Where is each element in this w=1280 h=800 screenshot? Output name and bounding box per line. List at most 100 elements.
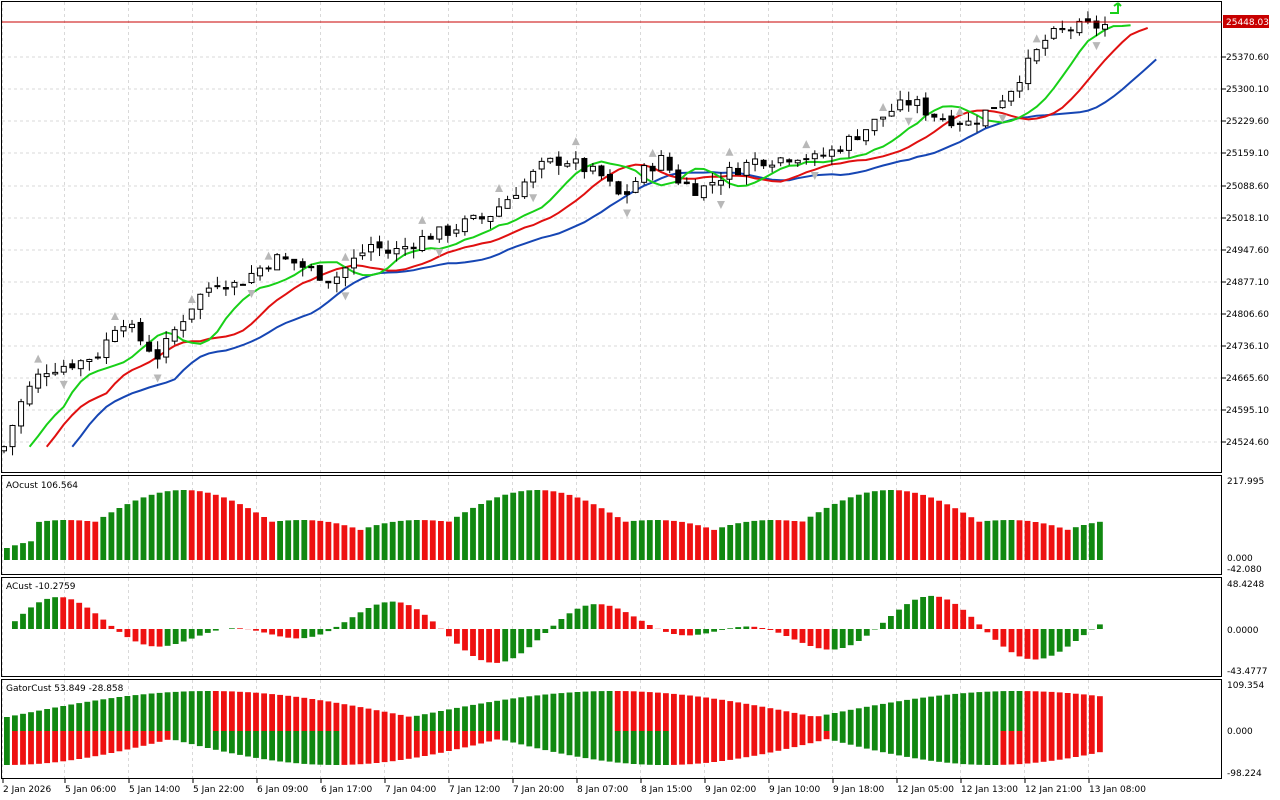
gator-upper-bar [695, 696, 701, 731]
gator-upper-bar [100, 699, 107, 731]
candle-body [26, 385, 33, 405]
ao-bar [341, 525, 348, 560]
candle-body [735, 167, 741, 176]
ac-bar [1016, 629, 1023, 657]
candle-body [282, 256, 289, 260]
ac-bar [405, 605, 412, 629]
gator-lower-bar [325, 731, 332, 765]
candle-body [52, 371, 59, 375]
gator-lower-bar [132, 731, 139, 748]
gator-lower-bar [622, 731, 629, 764]
ao-bar [277, 521, 283, 560]
candle-body [589, 165, 596, 172]
gator-lower-bar [116, 731, 123, 752]
ao-bar [735, 523, 742, 560]
ao-bar [960, 512, 967, 560]
time-tick-label: 9 Jan 10:00 [769, 785, 821, 795]
ao-bar [863, 492, 870, 560]
gator-lower-bar [1024, 731, 1031, 764]
fractal-up-icon [418, 215, 427, 224]
gator-lower-bar [839, 731, 846, 743]
ao-bar [920, 494, 926, 560]
ac-bar [52, 597, 58, 629]
ao-bar [317, 520, 324, 560]
ao-bar [775, 520, 782, 560]
gator-lower-bar [783, 731, 790, 749]
gator-upper-bar [285, 695, 292, 731]
price-tick-label: 24595.10 [1226, 406, 1269, 416]
gator-lower-bar [4, 731, 10, 765]
gator-upper-bar [164, 692, 171, 731]
candle-body [487, 215, 494, 222]
time-tick-label: 5 Jan 22:00 [193, 785, 245, 795]
gator-upper-bar [534, 695, 541, 731]
candle-body [248, 272, 255, 284]
candle-body [461, 218, 468, 233]
ac-bar [76, 602, 83, 629]
ao-bar [92, 521, 99, 560]
ao-bar [1072, 527, 1079, 560]
gator-upper-bar [470, 704, 476, 731]
gator-upper-bar [550, 693, 557, 731]
ao-bar [510, 492, 517, 560]
gator-lower-bar [317, 731, 324, 765]
ao-bar [1040, 523, 1047, 560]
ac-bar [823, 629, 830, 650]
gator-upper-bar [20, 713, 26, 731]
candle-body [316, 265, 323, 281]
ac-bar [663, 629, 669, 632]
candle-body [743, 161, 750, 176]
candle-body [939, 118, 946, 121]
ao-bar [413, 520, 420, 560]
ac-bar [574, 608, 581, 629]
candle-body [419, 236, 426, 252]
ao-bar [711, 529, 717, 560]
ao-bar [36, 521, 42, 560]
ao-bar [542, 490, 549, 560]
ac-bar [100, 619, 107, 629]
gator-upper-bar [44, 709, 50, 731]
ac-bar [373, 604, 380, 629]
ac-bar [1000, 629, 1007, 647]
gator-axis-min: -98.224 [1227, 769, 1262, 779]
candle-body [897, 99, 904, 111]
ao-bar [558, 492, 565, 560]
gator-lower-bar [341, 731, 348, 765]
ao-bar [622, 521, 629, 560]
candle-body [1102, 24, 1108, 30]
gator-upper-bar [349, 705, 356, 731]
ac-bar [1072, 629, 1079, 641]
ac-bar [518, 629, 525, 654]
gator-upper-bar [775, 709, 782, 731]
gator-axis-max: 109.354 [1227, 681, 1264, 691]
ac-bar [630, 616, 637, 629]
ao-bar [212, 494, 219, 560]
gator-upper-bar [1032, 691, 1039, 731]
current-price-badge [1223, 15, 1269, 28]
gator-upper-bar [317, 700, 324, 731]
gator-upper-bar [558, 693, 565, 731]
gator-lower-bar [1016, 731, 1023, 765]
ac-bar [871, 629, 878, 630]
candle-body [342, 267, 349, 278]
gator-lower-bar [486, 731, 492, 742]
ac-bar [349, 617, 356, 629]
gator-lower-bar [799, 731, 806, 746]
gator-lower-bar [28, 731, 34, 765]
gator-lower-bar [269, 731, 275, 761]
gator-upper-bar [132, 695, 139, 731]
ao-bar [646, 520, 653, 560]
gator-upper-bar [36, 710, 42, 731]
ao-bar [880, 490, 886, 560]
ao-bar [446, 521, 452, 560]
gator-lower-bar [1088, 731, 1095, 754]
gator-lower-bar [888, 731, 894, 754]
gator-upper-bar [992, 691, 999, 731]
candle-body [982, 109, 989, 127]
gator-upper-bar [140, 694, 147, 731]
ac-bar [470, 629, 476, 656]
ac-bar [204, 629, 211, 633]
gator-lower-bar [1048, 731, 1055, 761]
gator-lower-bar [333, 731, 340, 765]
